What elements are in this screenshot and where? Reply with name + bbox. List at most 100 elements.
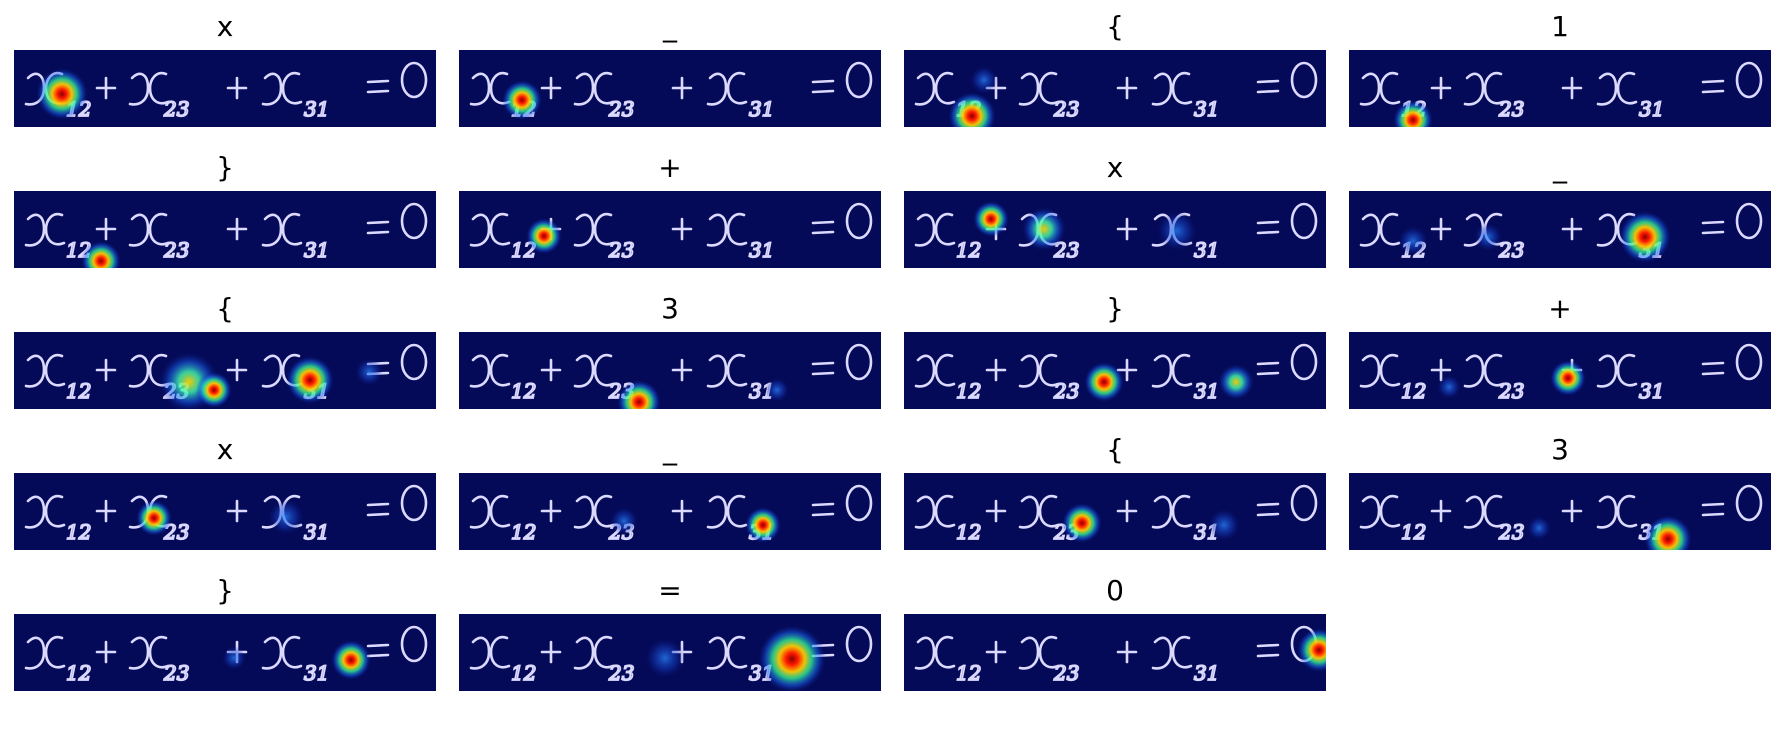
handwritten-plus-glyph: [540, 358, 562, 382]
handwritten-equals-glyph: [366, 502, 390, 517]
handwritten-subscript-glyph: 23: [1498, 379, 1524, 403]
handwritten-plus-glyph: [1430, 217, 1452, 241]
attention-heat-spot: [222, 646, 246, 670]
handwritten-zero-glyph: [400, 202, 428, 240]
handwritten-x-glyph: [24, 494, 66, 529]
panel-title: x: [217, 433, 234, 466]
handwritten-plus-glyph: [226, 358, 248, 382]
handwritten-x-glyph: [1151, 635, 1193, 670]
handwritten-x-glyph: [914, 635, 956, 670]
attention-heat-spot: [970, 66, 998, 94]
handwritten-equals-glyph: [1701, 79, 1725, 94]
handwritten-equals-glyph: [366, 220, 390, 235]
panel-title: {: [1106, 10, 1124, 43]
attention-heat-spot: [1297, 628, 1326, 672]
attention-heat-spot: [645, 638, 685, 678]
handwritten-plus-glyph: [985, 358, 1007, 382]
panel-title: 3: [1551, 433, 1569, 466]
handwritten-x-glyph: [1018, 494, 1060, 529]
handwritten-zero-glyph: [1290, 484, 1318, 522]
handwritten-x-glyph: [128, 635, 170, 670]
attention-heat-spot: [610, 507, 638, 535]
handwritten-x-glyph: [1596, 71, 1638, 106]
attention-heat-spot: [1437, 375, 1461, 399]
handwritten-equals-glyph: [811, 79, 835, 94]
handwritten-plus-glyph: [1116, 217, 1138, 241]
attention-heat-spot: [745, 507, 781, 543]
panel-title: _: [662, 433, 678, 466]
attention-panel: +12 23 31: [1349, 292, 1771, 409]
handwritten-x-glyph: [24, 212, 66, 247]
handwritten-x-glyph: [261, 71, 303, 106]
handwritten-subscript-glyph: 23: [608, 97, 634, 121]
attention-heat-spot: [196, 372, 232, 408]
panel-title: }: [216, 151, 234, 184]
handwritten-subscript-glyph: 12: [956, 661, 981, 685]
attention-heat-spot: [1474, 223, 1502, 251]
handwritten-x-glyph: [128, 212, 170, 247]
attention-heat-spot: [36, 68, 88, 120]
handwritten-subscript-glyph: 31: [1194, 661, 1219, 685]
attention-heat-spot: [1527, 516, 1551, 540]
attention-panel: 0 12 23 31: [904, 574, 1326, 691]
handwritten-subscript-glyph: 23: [1498, 238, 1524, 262]
handwritten-equals-glyph: [1256, 502, 1280, 517]
panel-title: x: [217, 10, 234, 43]
panel-image-background: [14, 473, 436, 550]
handwritten-subscript-glyph: 23: [1498, 97, 1524, 121]
handwritten-subscript-glyph: 12: [956, 238, 981, 262]
attention-heat-spot: [526, 218, 562, 254]
handwritten-subscript-glyph: 12: [66, 661, 91, 685]
attention-panel: 3122331: [1349, 433, 1771, 550]
handwritten-subscript-glyph: 31: [304, 97, 329, 121]
handwritten-subscript-glyph: 12: [66, 379, 91, 403]
attention-heat-spot: [617, 380, 661, 409]
handwritten-equals-glyph: [1256, 643, 1280, 658]
attention-heat-spot: [268, 499, 304, 535]
handwritten-equals-glyph: [1256, 79, 1280, 94]
handwritten-equals-glyph: [1256, 220, 1280, 235]
handwritten-x-glyph: [1359, 353, 1401, 388]
handwritten-zero-glyph: [1735, 202, 1763, 240]
handwritten-zero-glyph: [1290, 202, 1318, 240]
handwritten-x-glyph: [1596, 494, 1638, 529]
handwritten-zero-glyph: [1290, 61, 1318, 99]
attention-panel: 1122331: [1349, 10, 1771, 127]
handwritten-x-glyph: [914, 494, 956, 529]
panel-title: 0: [1106, 574, 1124, 607]
handwritten-x-glyph: [573, 635, 615, 670]
handwritten-plus-glyph: [95, 217, 117, 241]
attention-heat-spot: [1644, 515, 1692, 550]
handwritten-plus-glyph: [671, 499, 693, 523]
attention-heat-spot: [81, 241, 121, 268]
handwritten-subscript-glyph: 23: [1053, 661, 1079, 685]
handwritten-plus-glyph: [226, 76, 248, 100]
attention-panel: }12 23 31: [14, 151, 436, 268]
handwritten-subscript-glyph: 31: [304, 238, 329, 262]
handwritten-x-glyph: [469, 353, 511, 388]
attention-heat-spot: [502, 80, 542, 120]
attention-panel: }12 23 31: [14, 574, 436, 691]
handwritten-zero-glyph: [400, 61, 428, 99]
handwritten-x-glyph: [914, 71, 956, 106]
attention-panel: }12 23 31: [904, 292, 1326, 409]
handwritten-equals-glyph: [811, 220, 835, 235]
handwritten-plus-glyph: [1561, 217, 1583, 241]
handwritten-x-glyph: [1151, 71, 1193, 106]
attention-heat-spot: [1619, 211, 1671, 263]
handwritten-equals-glyph: [366, 79, 390, 94]
handwritten-equals-glyph: [811, 361, 835, 376]
attention-heat-spot: [1084, 362, 1124, 402]
handwritten-plus-glyph: [1116, 499, 1138, 523]
panel-title: {: [1106, 433, 1124, 466]
handwritten-plus-glyph: [95, 640, 117, 664]
handwritten-subscript-glyph: 23: [608, 238, 634, 262]
handwritten-subscript-glyph: 31: [304, 661, 329, 685]
handwritten-x-glyph: [1018, 71, 1060, 106]
